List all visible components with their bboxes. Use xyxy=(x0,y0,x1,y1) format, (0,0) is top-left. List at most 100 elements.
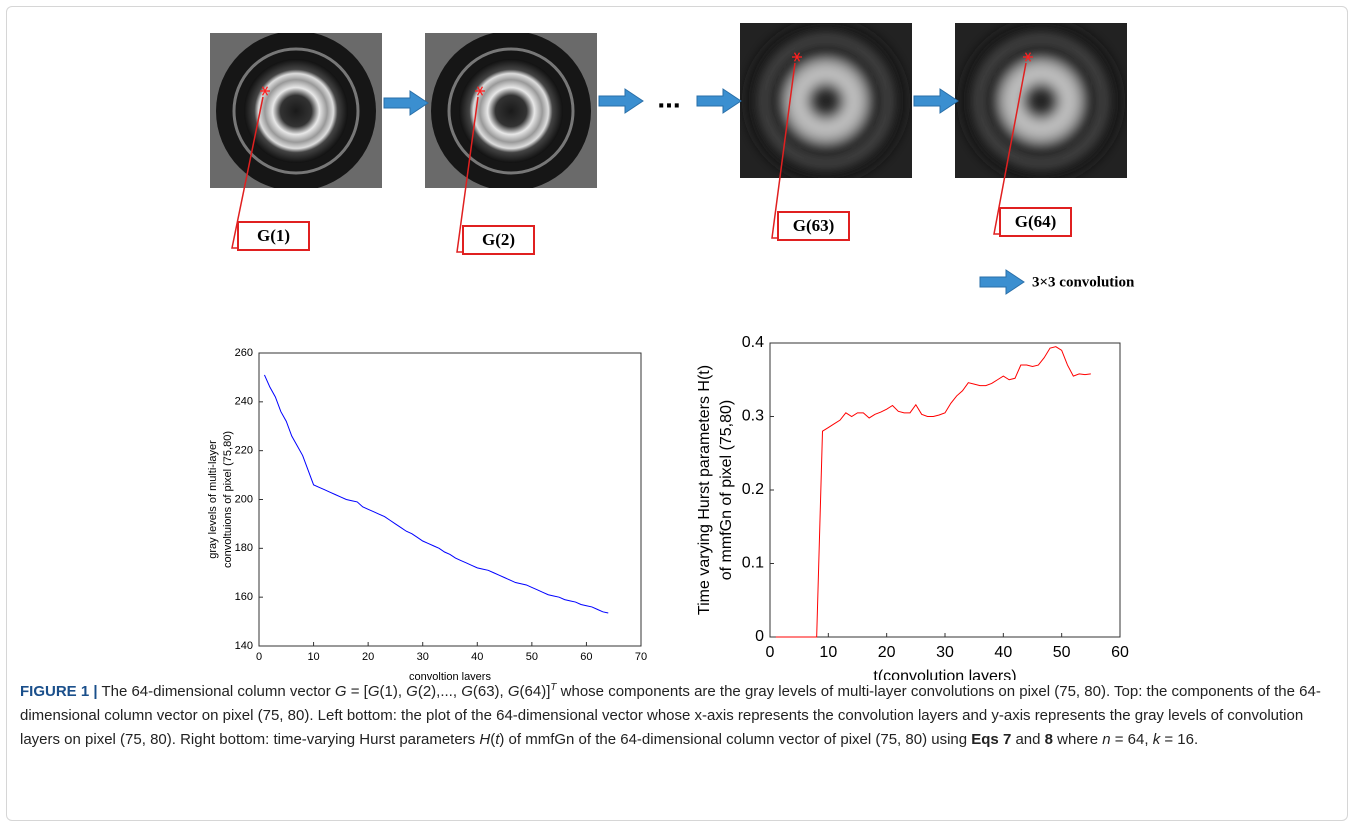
y-tick-label: 160 xyxy=(235,591,253,603)
x-tick-label: 50 xyxy=(1053,644,1071,661)
caption-text: Eqs 7 xyxy=(971,731,1012,748)
y-tick-label: 180 xyxy=(235,542,253,554)
image-content xyxy=(431,33,591,188)
x-axis-label: t(convolution layers) xyxy=(873,668,1016,680)
x-tick-label: 20 xyxy=(878,644,896,661)
x-axis-label: convoltion layers xyxy=(409,671,491,680)
x-tick-label: 30 xyxy=(936,644,954,661)
y-tick-label: 260 xyxy=(235,347,253,359)
legend-arrow xyxy=(979,269,1025,295)
y-axis-label: of mmfGn of pixel (75,80) xyxy=(718,400,735,581)
plot-frame xyxy=(258,352,642,647)
x-tick-label: 40 xyxy=(994,644,1012,661)
tire-image xyxy=(425,33,597,188)
rim xyxy=(232,47,360,175)
y-tick-label: 220 xyxy=(235,445,253,457)
caption-text: The 64-dimensional column vector xyxy=(97,683,335,700)
arrow xyxy=(598,88,644,114)
wheel xyxy=(989,49,1093,153)
label-box xyxy=(999,207,1072,237)
y-tick-label: 140 xyxy=(235,640,253,652)
star xyxy=(1024,52,1032,62)
label: G(63) xyxy=(793,216,835,235)
image-content xyxy=(216,33,376,188)
caption-text: (63), xyxy=(472,683,508,700)
rim xyxy=(447,47,575,175)
arrow xyxy=(696,88,742,114)
caption-text: n xyxy=(1102,731,1111,748)
x-tick-label: 0 xyxy=(256,651,262,663)
x-tick-label: 30 xyxy=(417,651,429,663)
figure: ... 3×3 convolution G(1) G(2)G(63) G(64)0 1… xyxy=(207,23,1135,680)
y-tick-label: 200 xyxy=(235,493,253,505)
caption-text: G xyxy=(367,683,380,700)
wheel xyxy=(244,59,348,163)
label: G(64) xyxy=(1015,212,1057,231)
y-tick-label: 0.3 xyxy=(742,408,764,425)
x-tick-label: 60 xyxy=(1111,644,1129,661)
caption: FIGURE 1 | The 64-dimensional column vec… xyxy=(20,680,1336,752)
x-tick-label: 60 xyxy=(580,651,592,663)
arrow xyxy=(913,88,959,114)
caption-text: and xyxy=(1011,731,1045,748)
x-tick-label: 20 xyxy=(362,651,374,663)
x-tick-label: 40 xyxy=(471,651,483,663)
tire-image xyxy=(210,33,382,188)
y-axis-label: Time varying Hurst parameters H(t) xyxy=(696,365,713,615)
caption-text: G xyxy=(406,683,418,700)
label-box xyxy=(777,211,850,241)
caption-text: 8 xyxy=(1044,731,1054,748)
caption-text: H xyxy=(479,731,491,748)
caption-text: ) of mmfGn of the 64-dimensional column … xyxy=(499,731,972,748)
caption-text: ( xyxy=(490,731,496,748)
y-tick-label: 0 xyxy=(755,628,764,645)
star xyxy=(476,86,484,96)
wheel xyxy=(459,59,563,163)
y-axis-label: gray levels of multi-layer xyxy=(207,440,219,559)
legend-text: 3×3 convolution xyxy=(1032,274,1135,290)
caption-text: G xyxy=(461,683,473,700)
data-line xyxy=(264,374,609,614)
wheel xyxy=(774,49,878,153)
caption-text: = 64, xyxy=(1110,731,1153,748)
x-tick-label: 70 xyxy=(635,651,647,663)
x-tick-label: 50 xyxy=(526,651,538,663)
y-axis-label: convoltuions of pixel (75,80) xyxy=(222,431,234,568)
x-tick-label: 10 xyxy=(819,644,837,661)
caption-text: G xyxy=(507,683,520,700)
arrow xyxy=(383,90,429,116)
tire-image xyxy=(955,23,1127,178)
caption-text: t xyxy=(495,731,500,748)
y-tick-label: 240 xyxy=(235,396,253,408)
image-content xyxy=(746,23,906,178)
rim xyxy=(762,37,890,165)
plot-frame xyxy=(769,342,1121,638)
caption-text: k xyxy=(1152,731,1161,748)
caption-text: T xyxy=(550,682,557,693)
y-tick-label: 0.4 xyxy=(742,334,764,351)
x-tick-label: 0 xyxy=(766,644,775,661)
data-line xyxy=(775,346,1091,638)
image-content xyxy=(961,23,1121,178)
caption-text: whose components are the gray levels of … xyxy=(20,683,1321,748)
label: G(2) xyxy=(482,230,515,249)
caption-text: (2),..., xyxy=(417,683,462,700)
figure-frame xyxy=(6,6,1348,821)
y-tick-label: 0.1 xyxy=(742,555,764,572)
x-tick-label: 10 xyxy=(307,651,319,663)
caption-text: (64)] xyxy=(519,683,551,700)
caption-text: (1), xyxy=(379,683,407,700)
rim xyxy=(977,37,1105,165)
caption-text: = 16. xyxy=(1160,731,1199,748)
caption-text: where xyxy=(1053,731,1103,748)
y-tick-label: 0.2 xyxy=(742,481,764,498)
caption-label: FIGURE 1 | xyxy=(20,683,98,700)
star xyxy=(261,86,269,96)
caption-text: = [ xyxy=(346,683,368,700)
ellipsis: ... xyxy=(657,82,680,113)
label-box xyxy=(237,221,310,251)
caption-text: G xyxy=(334,683,347,700)
star xyxy=(793,52,801,62)
label-box xyxy=(462,225,535,255)
